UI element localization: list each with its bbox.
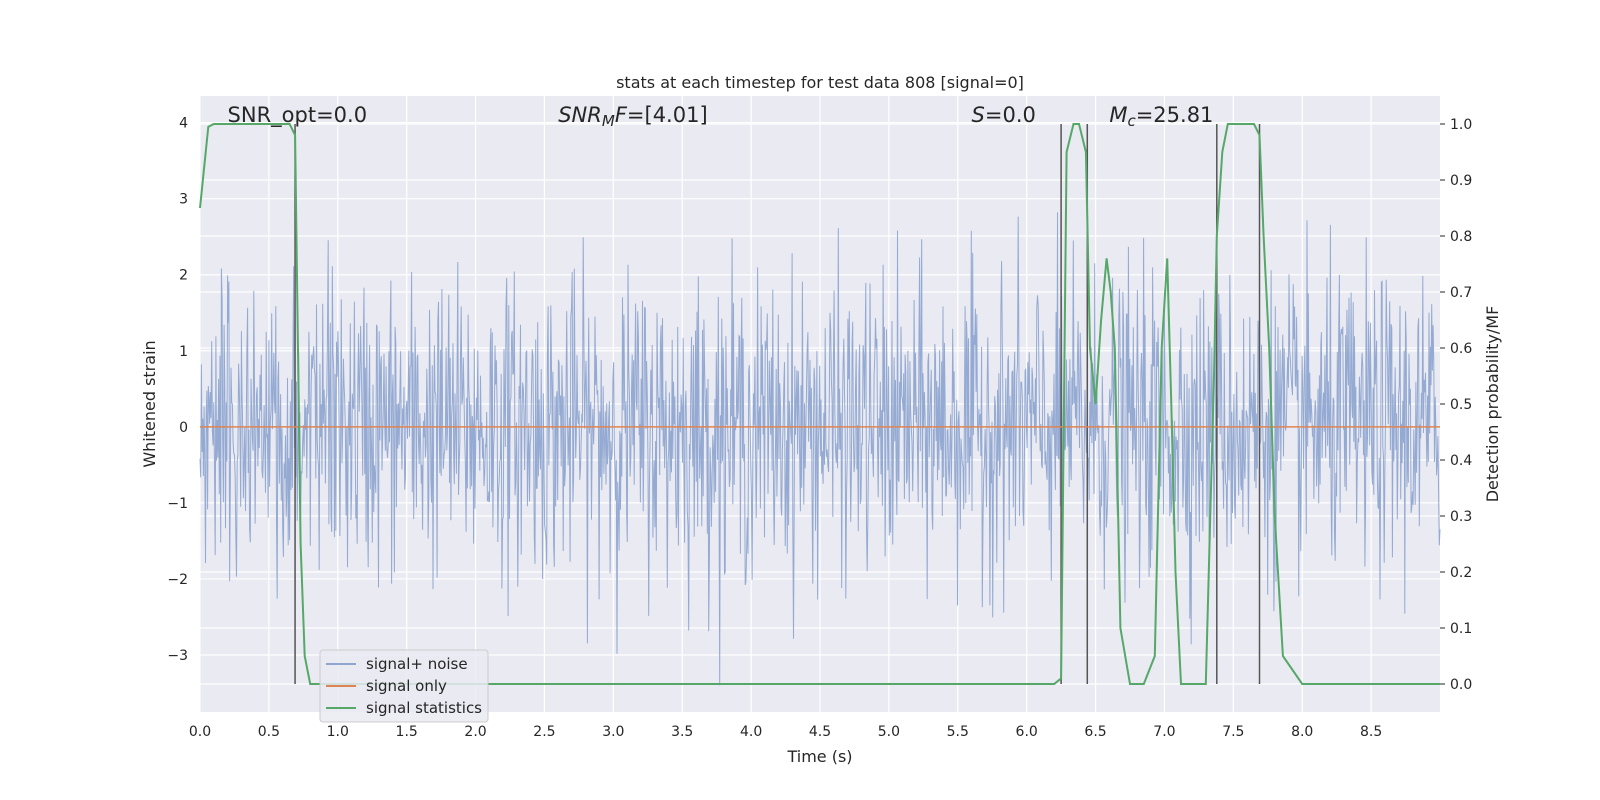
y2-tick-label: 0.7 [1450, 285, 1472, 301]
x-tick-label: 1.0 [327, 724, 349, 740]
legend-label: signal only [366, 677, 447, 695]
x-tick-label: 1.5 [396, 724, 418, 740]
annotation-mc: Mc=25.81 [1109, 103, 1213, 130]
signal-statistics-line [199, 123, 1440, 685]
legend-box [319, 649, 489, 723]
x-tick-label: 4.5 [809, 724, 831, 740]
x-tick-label: 0.0 [189, 724, 211, 740]
x-tick-label: 2.0 [464, 724, 486, 740]
y-tick-label: 3 [179, 192, 188, 208]
y-tick-label: −2 [167, 572, 188, 588]
x-tick-label: 8.0 [1291, 724, 1313, 740]
x-tick-label: 3.5 [671, 724, 693, 740]
x-tick-label: 3.0 [602, 724, 624, 740]
y-tick-label: −1 [167, 496, 188, 512]
x-tick-label: 6.5 [1084, 724, 1106, 740]
y-tick-label: −3 [167, 648, 188, 664]
y2-tick-label: 0.1 [1450, 621, 1472, 637]
signal-plus-noise-series [199, 212, 1441, 686]
legend-label: signal statistics [366, 699, 482, 717]
y2-tick-label: 0.6 [1450, 341, 1472, 357]
x-tick-label: 8.5 [1360, 724, 1382, 740]
y2-tick-label: 0.3 [1450, 509, 1472, 525]
x-tick-label: 2.5 [533, 724, 555, 740]
annotation-snr-opt: SNR_opt=0.0 [228, 103, 368, 128]
y2-tick-label: 0.9 [1450, 173, 1472, 189]
y-axis-title: Whitened strain [140, 340, 159, 467]
y2-tick-label: 1.0 [1450, 117, 1472, 133]
y-tick-label: 1 [179, 344, 188, 360]
x-tick-label: 5.0 [878, 724, 900, 740]
chart-title: stats at each timestep for test data 808… [616, 73, 1024, 92]
annotation-snr-mf: SNRMF=[4.01] [558, 103, 707, 130]
y2-tick-label: 0.0 [1450, 677, 1472, 693]
x-tick-label: 7.5 [1222, 724, 1244, 740]
legend-label: signal+ noise [366, 655, 468, 673]
x-axis-title: Time (s) [786, 747, 852, 766]
y2-tick-label: 0.2 [1450, 565, 1472, 581]
y-tick-label: 4 [179, 116, 188, 132]
annotation-s: S=0.0 [972, 103, 1036, 127]
y2-axis-title: Detection probability/MF [1483, 306, 1502, 503]
x-tick-label: 7.0 [1153, 724, 1175, 740]
signal-plus-noise-line [199, 212, 1441, 686]
y2-tick-label: 0.5 [1450, 397, 1472, 413]
x-tick-label: 6.0 [1016, 724, 1038, 740]
y-tick-label: 0 [179, 420, 188, 436]
x-tick-label: 0.5 [258, 724, 280, 740]
x-tick-label: 4.0 [740, 724, 762, 740]
y-tick-label: 2 [179, 268, 188, 284]
line-series [199, 123, 1440, 685]
annotations: SNR_opt=0.0 SNRMF=[4.01] S=0.0 Mc=25.81 [228, 103, 1214, 130]
legend: signal+ noise signal only signal statistic… [319, 649, 489, 723]
y2-tick-label: 0.8 [1450, 229, 1472, 245]
y2-tick-label: 0.4 [1450, 453, 1472, 469]
x-tick-label: 5.5 [947, 724, 969, 740]
axes-tick-labels: 0.0 0.5 1.0 1.5 2.0 2.5 3.0 3.5 4.0 4.5 5.0 5.5 6.0 6… [167, 116, 1472, 740]
